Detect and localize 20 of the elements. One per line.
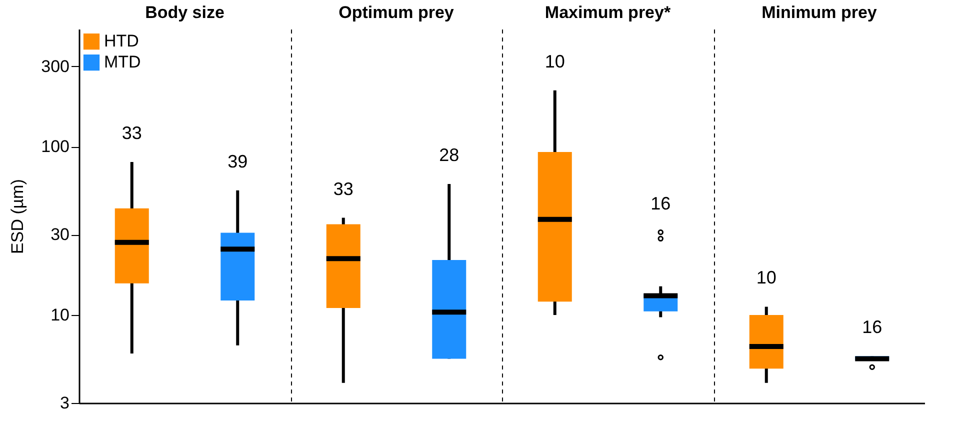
x-tick-label: Minimum prey <box>762 3 878 22</box>
x-tick-label: Body size <box>145 3 224 22</box>
annotation: 10 <box>756 268 776 288</box>
annotation: 16 <box>862 317 882 338</box>
y-tick-label: 100 <box>41 137 70 156</box>
y-tick-label: 3 <box>60 394 70 412</box>
annotation: 33 <box>122 123 142 144</box>
y-tick-label: 10 <box>50 305 70 324</box>
y-tick-label: 300 <box>41 56 70 76</box>
annotation: 33 <box>333 178 354 199</box>
annotation: 10 <box>544 51 565 72</box>
x-tick-label: Maximum prey* <box>544 3 671 22</box>
annotation: 28 <box>439 145 460 165</box>
legend-label: MTD <box>104 52 141 72</box>
y-tick-label: 30 <box>50 225 70 244</box>
x-tick-label: Optimum prey <box>338 3 454 22</box>
legend-label: HTD <box>104 32 139 50</box>
annotation: 39 <box>228 151 248 172</box>
annotation: 16 <box>650 193 671 214</box>
y-axis-title: ESD (µm) <box>8 179 28 254</box>
